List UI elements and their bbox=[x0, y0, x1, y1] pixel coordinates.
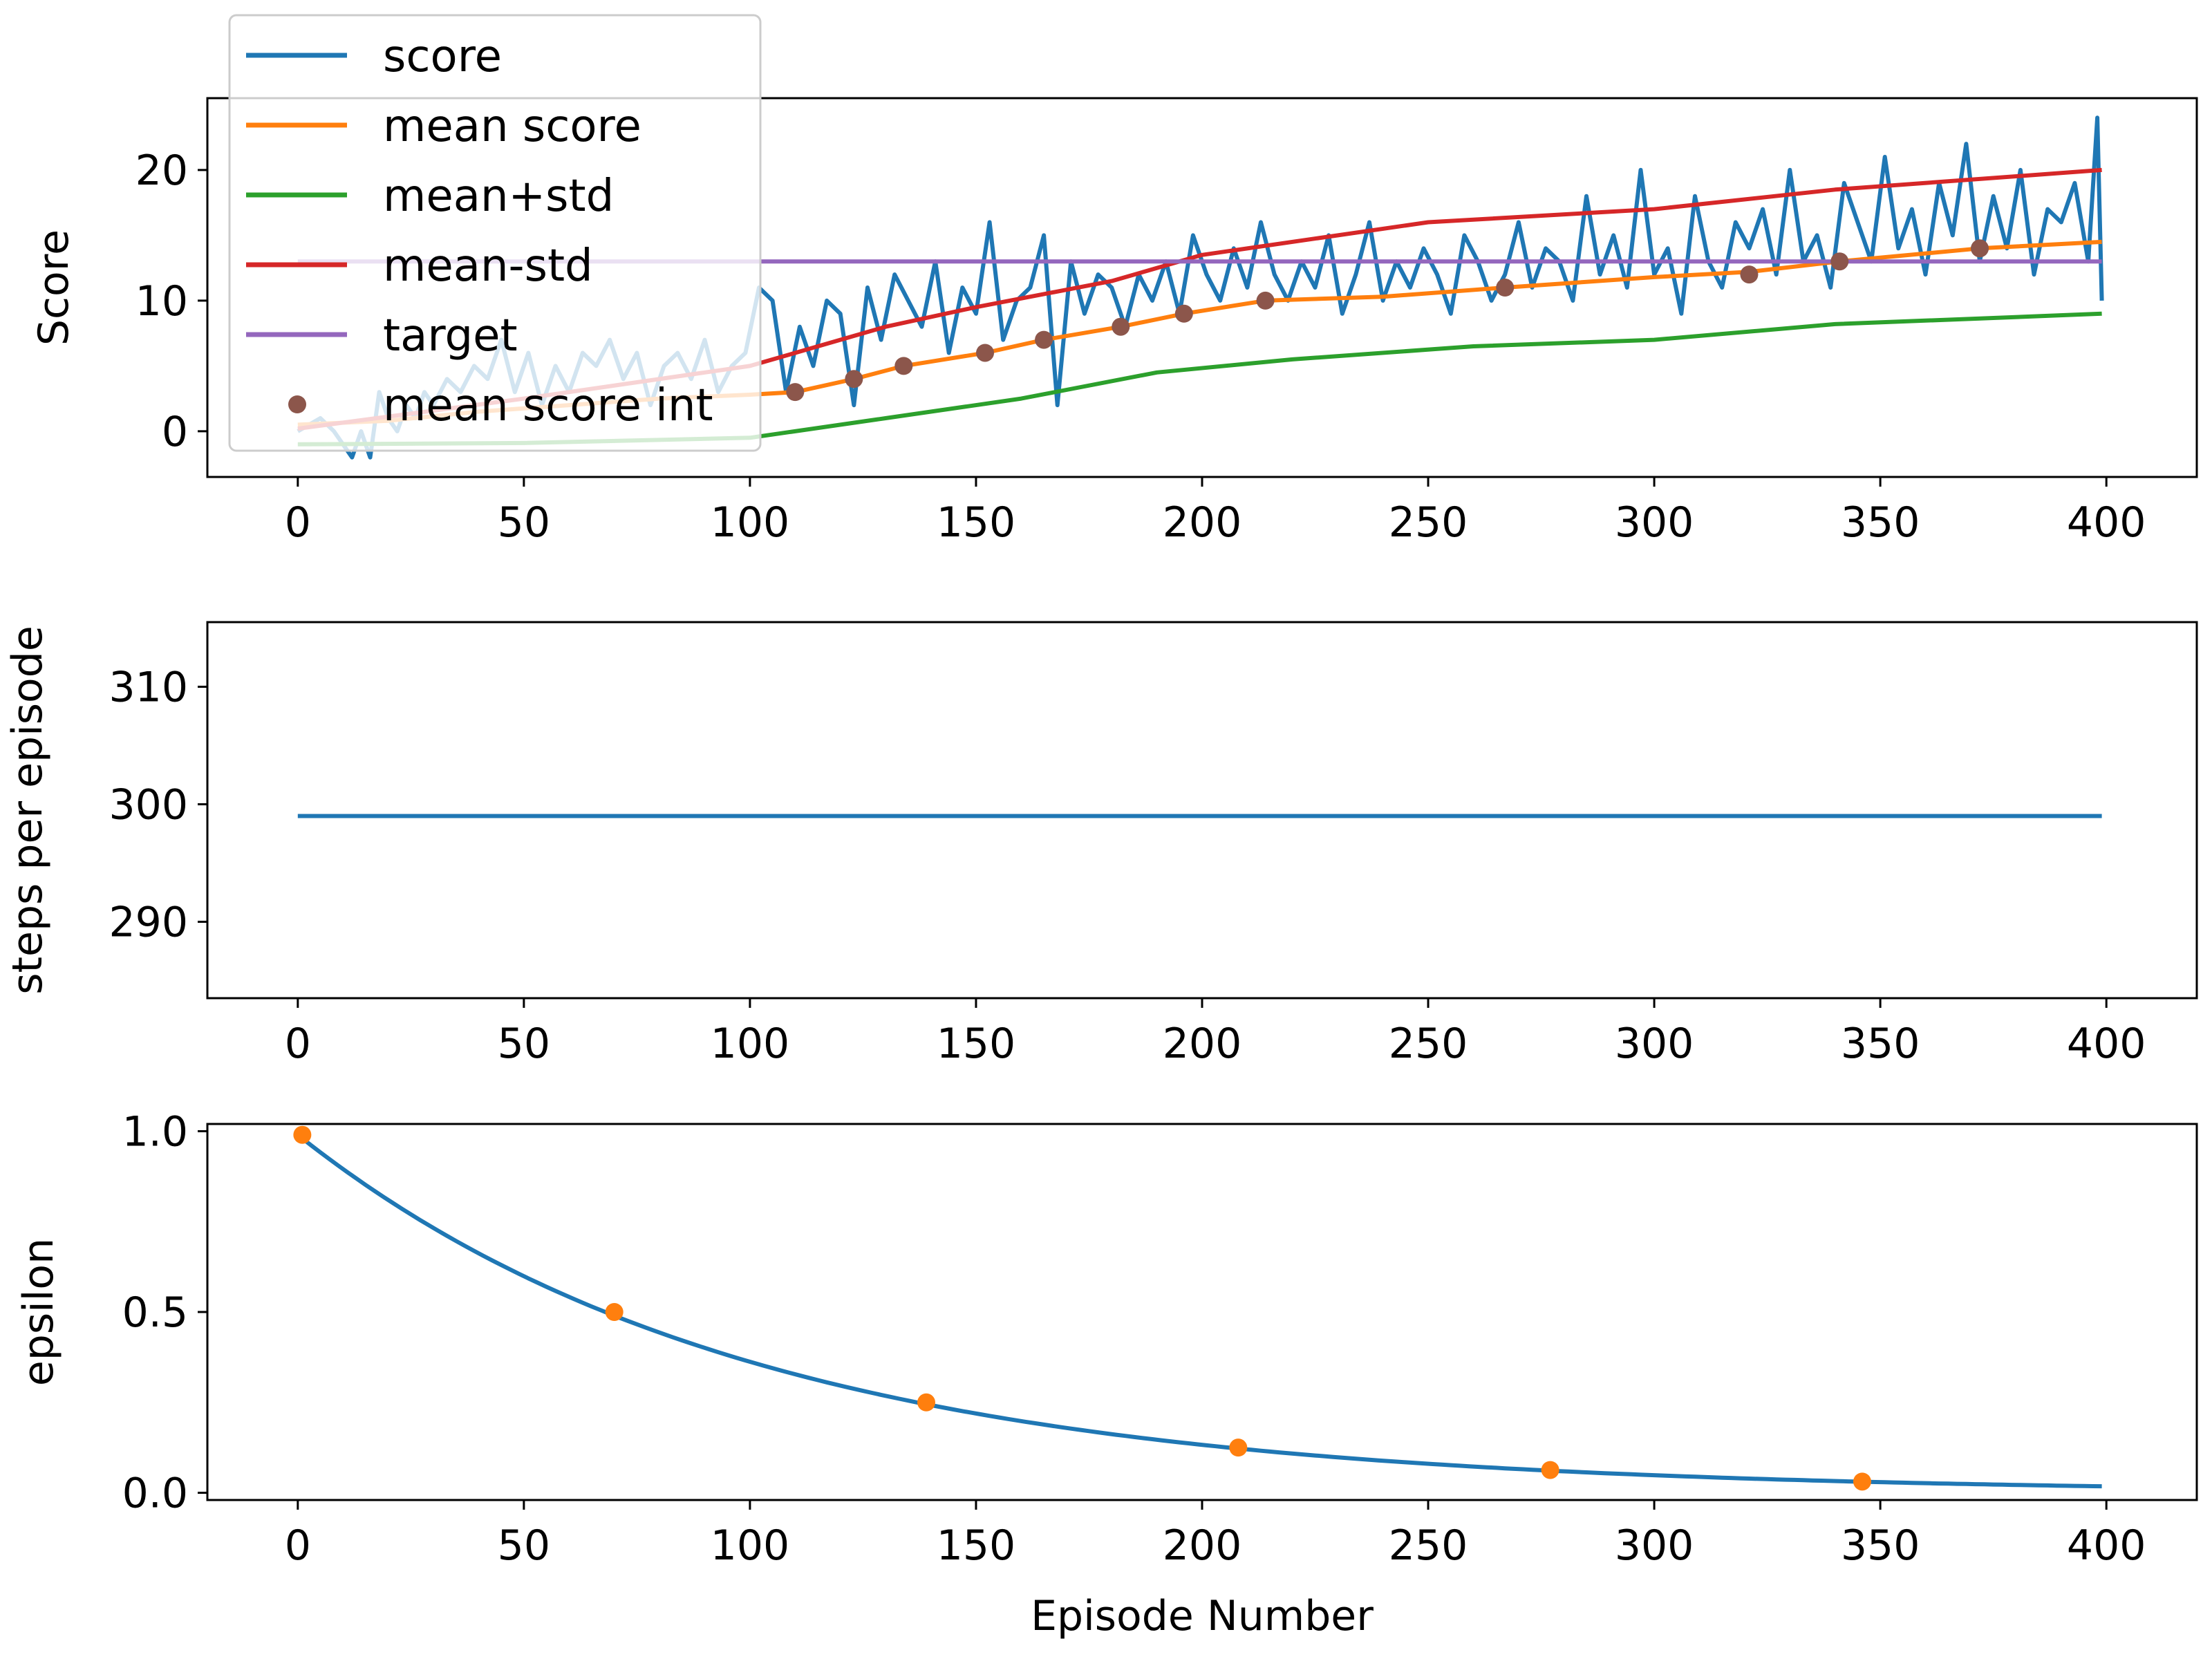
x-axis-label: Episode Number bbox=[1031, 1592, 1374, 1640]
y-tick-label: 300 bbox=[109, 781, 188, 830]
x-tick-label: 100 bbox=[711, 498, 790, 547]
x-tick-label: 50 bbox=[498, 1020, 550, 1068]
y-tick-label: 0 bbox=[162, 408, 188, 456]
data-point-mean-score-int bbox=[1830, 252, 1849, 271]
x-tick-label: 350 bbox=[1841, 1521, 1920, 1570]
legend: score mean score mean+std mean-std target mea… bbox=[228, 14, 762, 452]
y-axis-label: epsilon bbox=[15, 1238, 63, 1386]
x-tick-label: 400 bbox=[2067, 498, 2146, 547]
x-tick-label: 0 bbox=[285, 1521, 311, 1570]
y-axis-label: Score bbox=[30, 229, 78, 346]
x-tick-label: 200 bbox=[1163, 498, 1242, 547]
x-tick-label: 250 bbox=[1389, 1521, 1468, 1570]
legend-label-mean-score-int: mean score int bbox=[383, 380, 713, 431]
data-point-mean-score-int bbox=[1971, 239, 1989, 258]
data-point-series-2 bbox=[1541, 1461, 1559, 1479]
x-tick-label: 350 bbox=[1841, 1020, 1920, 1068]
y-tick-label: 10 bbox=[135, 277, 188, 326]
chart-panel-2: 0 50 100 150 200 250 300 350 400 290 300 310 steps p… bbox=[3, 621, 2198, 1068]
data-point-mean-score-int bbox=[976, 344, 995, 362]
x-tick-label: 50 bbox=[498, 498, 550, 547]
y-tick-label: 310 bbox=[109, 664, 188, 712]
data-point-mean-score-int bbox=[1496, 279, 1515, 297]
x-tick-label: 200 bbox=[1163, 1521, 1242, 1570]
data-point-mean-score-int bbox=[1256, 291, 1275, 310]
x-tick-label: 0 bbox=[285, 1020, 311, 1068]
x-tick-label: 100 bbox=[711, 1020, 790, 1068]
x-tick-label: 300 bbox=[1615, 1521, 1694, 1570]
data-point-mean-score-int bbox=[845, 370, 863, 388]
legend-label-mean-score: mean score bbox=[383, 101, 641, 152]
x-tick-label: 250 bbox=[1389, 1020, 1468, 1068]
data-point-series-2 bbox=[605, 1303, 624, 1321]
x-tick-label: 300 bbox=[1615, 1020, 1694, 1068]
data-point-series-2 bbox=[917, 1393, 936, 1412]
x-tick-label: 200 bbox=[1163, 1020, 1242, 1068]
x-tick-label: 250 bbox=[1389, 498, 1468, 547]
plot-area bbox=[293, 1125, 2102, 1491]
data-point-mean-score-int bbox=[1740, 265, 1759, 284]
axes-frame bbox=[206, 97, 2198, 478]
x-tick-label: 150 bbox=[937, 1020, 1016, 1068]
x-tick-label: 350 bbox=[1841, 498, 1920, 547]
x-tick-label: 300 bbox=[1615, 498, 1694, 547]
data-point-mean-score-int bbox=[786, 383, 805, 402]
data-point-mean-score-int bbox=[1035, 330, 1053, 349]
y-tick-label: 0.5 bbox=[122, 1288, 188, 1337]
x-tick-label: 150 bbox=[937, 1521, 1016, 1570]
legend-box bbox=[228, 14, 762, 452]
x-tick-label: 0 bbox=[285, 498, 311, 547]
data-point-series-2 bbox=[1229, 1438, 1248, 1457]
x-tick-label: 400 bbox=[2067, 1020, 2146, 1068]
data-point-mean-score-int bbox=[1112, 317, 1130, 336]
y-tick-label: 1.0 bbox=[122, 1107, 188, 1156]
y-tick-label: 290 bbox=[109, 899, 188, 947]
legend-label-mean-std: mean+std bbox=[383, 171, 614, 222]
x-tick-label: 100 bbox=[711, 1521, 790, 1570]
series-line-series-1 bbox=[301, 1136, 2102, 1489]
axes-frame bbox=[206, 1123, 2198, 1501]
y-axis-label: steps per episode bbox=[3, 626, 52, 995]
legend-marker-mean-score-int bbox=[288, 395, 306, 413]
legend-label-mean-std: mean-std bbox=[383, 241, 593, 292]
legend-label-target: target bbox=[383, 310, 518, 362]
chart-panel-3: 0 50 100 150 200 250 300 350 400 0.0 0.5 1.0 epsilon… bbox=[15, 1107, 2198, 1640]
data-point-mean-score-int bbox=[894, 357, 913, 375]
data-point-series-2 bbox=[1853, 1472, 1871, 1491]
axes-frame bbox=[206, 621, 2198, 1000]
data-point-series-2 bbox=[293, 1125, 312, 1144]
x-tick-label: 400 bbox=[2067, 1521, 2146, 1570]
data-point-mean-score-int bbox=[1174, 304, 1193, 323]
y-tick-label: 20 bbox=[135, 147, 188, 195]
chart-panel-1: 0 50 100 150 200 250 300 350 400 0 10 20 Score score m… bbox=[30, 14, 2198, 547]
y-tick-label: 0.0 bbox=[122, 1470, 188, 1518]
legend-label-score: score bbox=[383, 31, 502, 82]
x-tick-label: 150 bbox=[937, 498, 1016, 547]
x-tick-label: 50 bbox=[498, 1521, 550, 1570]
